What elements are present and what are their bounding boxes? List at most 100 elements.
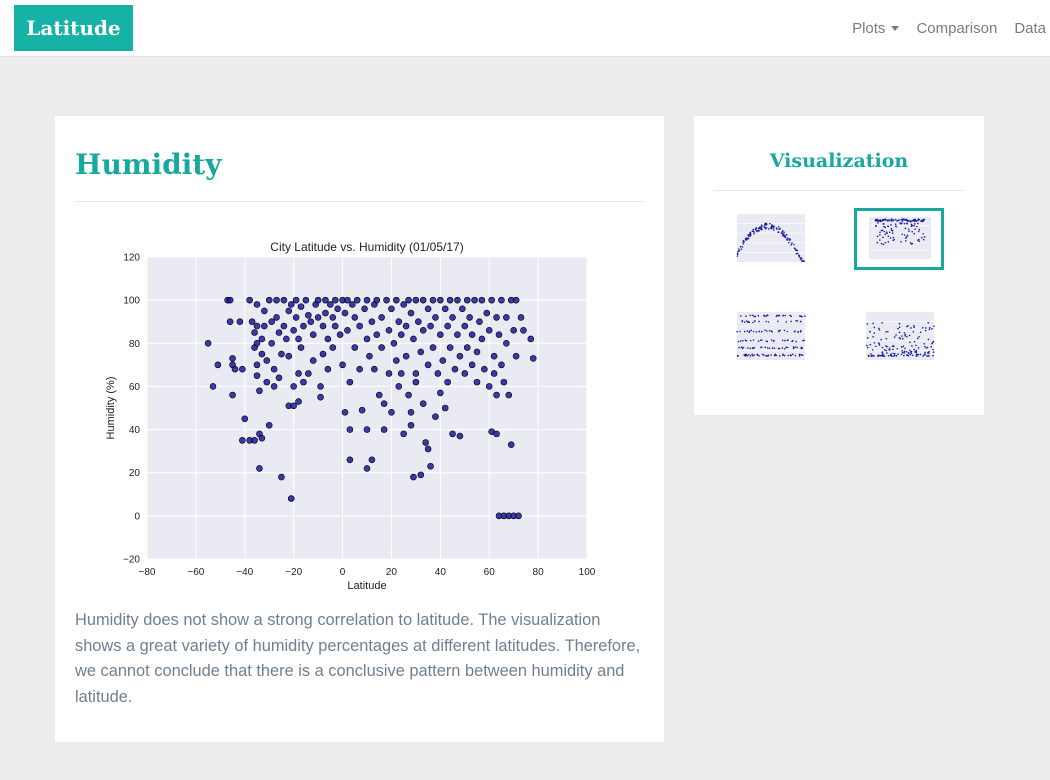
thumbnail-point: [883, 230, 886, 233]
thumbnail-point: [898, 322, 901, 325]
y-tick-label: 40: [129, 425, 141, 436]
thumbnail-point: [906, 219, 909, 221]
data-point: [226, 318, 234, 326]
nav-data-link[interactable]: Data: [1014, 19, 1046, 37]
thumbnail-point: [780, 232, 783, 234]
thumbnail-point: [785, 233, 788, 236]
thumbnail-point: [876, 218, 878, 221]
thumbnail-point: [880, 242, 883, 245]
thumbnail-point: [931, 327, 933, 330]
thumbnail-point: [870, 353, 872, 355]
thumbnail-point: [800, 354, 803, 356]
data-point: [490, 352, 498, 360]
thumbnail-point: [898, 336, 901, 339]
data-point: [297, 344, 305, 351]
thumbnail-point: [778, 355, 781, 357]
thumbnail-humidity-plot[interactable]: [854, 208, 944, 270]
thumbnail-point: [901, 337, 904, 340]
thumbnail-point: [918, 238, 920, 241]
thumbnail-point: [933, 325, 935, 327]
thumbnail-point: [909, 353, 912, 356]
thumbnail-temperature-plot[interactable]: [725, 208, 815, 270]
data-point: [229, 391, 236, 399]
thumbnail-point: [890, 224, 892, 226]
data-point: [393, 296, 400, 304]
thumbnail-point: [783, 233, 785, 236]
data-point: [503, 314, 510, 321]
thumbnail-point: [909, 349, 911, 352]
data-point: [258, 434, 266, 442]
thumbnail-point: [761, 339, 763, 341]
thumbnail-point: [875, 225, 877, 227]
data-point: [395, 383, 403, 390]
thumbnail-point: [768, 330, 771, 332]
data-point: [498, 296, 505, 304]
thumbnail-point: [748, 330, 751, 333]
thumbnail-point: [799, 331, 802, 333]
thumbnail-point: [742, 239, 745, 242]
thumbnail-point: [792, 346, 795, 348]
data-point: [385, 370, 393, 377]
thumbnail-point: [790, 244, 793, 246]
data-point: [466, 314, 473, 321]
thumbnail-point: [876, 235, 879, 238]
data-point: [261, 322, 268, 330]
thumbnail-point: [901, 335, 903, 337]
data-point: [287, 301, 295, 308]
thumbnail-point: [889, 348, 891, 351]
thumbnail-point: [932, 340, 935, 343]
data-point: [368, 456, 376, 464]
data-point: [344, 327, 351, 334]
data-point: [239, 437, 246, 444]
data-point: [351, 314, 359, 321]
thumbnail-point: [892, 236, 895, 239]
thumbnail-point: [919, 331, 922, 334]
thumbnail-point: [880, 338, 882, 341]
thumbnail-point: [738, 346, 740, 349]
thumbnail-point: [866, 337, 869, 339]
brand-logo[interactable]: Latitude: [14, 5, 133, 51]
data-point: [463, 344, 471, 351]
thumbnail-wind-speed-plot[interactable]: [854, 306, 944, 368]
thumbnail-point: [909, 341, 911, 344]
thumbnail-point: [747, 347, 749, 349]
thumbnail-point: [759, 339, 762, 342]
thumbnail-point: [765, 223, 768, 226]
thumbnail-point: [754, 315, 757, 318]
thumbnail-point: [757, 229, 760, 232]
data-point: [363, 296, 371, 304]
data-point: [485, 383, 493, 390]
nav-plots-dropdown[interactable]: Plots: [852, 20, 900, 37]
x-tick-label: 80: [533, 567, 545, 578]
data-point: [346, 426, 354, 433]
data-point: [488, 296, 495, 304]
thumbnail-point: [766, 347, 769, 349]
thumbnail-plot-area: [866, 312, 934, 360]
y-tick-label: 120: [123, 253, 140, 264]
thumbnail-cloudiness-plot[interactable]: [725, 306, 815, 368]
thumbnail-point: [877, 342, 880, 344]
thumbnail-point: [915, 351, 917, 353]
thumbnail-point: [737, 250, 740, 252]
thumbnail-point: [913, 348, 916, 351]
data-point: [319, 350, 327, 358]
thumbnail-point: [778, 347, 781, 350]
thumbnail-point: [793, 330, 796, 333]
thumbnail-point: [892, 239, 894, 242]
thumbnail-point: [887, 225, 889, 227]
thumbnail-point: [752, 321, 754, 324]
thumbnail-point: [930, 346, 932, 348]
thumbnail-point: [904, 334, 906, 337]
thumbnail-point: [887, 241, 890, 243]
thumbnail-point: [881, 321, 884, 324]
thumbnail-point: [768, 347, 771, 350]
data-point: [270, 383, 278, 390]
thumbnail-point: [872, 322, 874, 325]
thumbnail-point: [931, 342, 933, 345]
data-point: [427, 462, 434, 470]
thumbnail-point: [750, 329, 753, 332]
thumbnail-point: [897, 327, 899, 330]
thumbnail-point: [804, 315, 806, 317]
data-point: [358, 406, 366, 414]
nav-comparison-link[interactable]: Comparison: [916, 19, 998, 37]
